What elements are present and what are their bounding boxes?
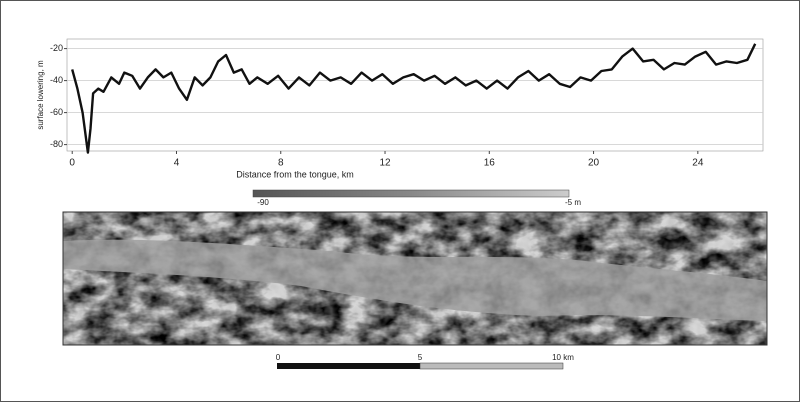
scale-label: 5: [418, 353, 423, 362]
x-tick-label: 24: [692, 158, 704, 169]
x-tick-label: 4: [174, 158, 180, 169]
x-tick-label: 12: [379, 158, 391, 169]
scale-label: 0: [276, 353, 281, 362]
y-tick-label: -40: [50, 75, 63, 85]
x-tick-label: 8: [278, 158, 284, 169]
x-tick-label: 0: [69, 158, 75, 169]
y-tick-label: -60: [50, 107, 63, 117]
scale-bar: [277, 363, 420, 369]
colorbar-label: -5 m: [565, 198, 581, 207]
y-tick-label: -80: [50, 139, 63, 149]
relief-image: [63, 212, 767, 345]
scale-label: 10 km: [552, 353, 574, 362]
colorbar-label: -90: [257, 198, 269, 207]
y-axis-label: surface lowering, m: [36, 60, 45, 130]
y-tick-label: -20: [50, 43, 63, 53]
colorbar: [252, 189, 570, 198]
x-axis-label: Distance from the tongue, km: [236, 169, 354, 179]
plot-area: [66, 38, 764, 152]
scale-bar: [419, 362, 564, 370]
x-tick-label: 16: [484, 158, 496, 169]
x-tick-label: 20: [588, 158, 600, 169]
data-line: [71, 43, 757, 154]
